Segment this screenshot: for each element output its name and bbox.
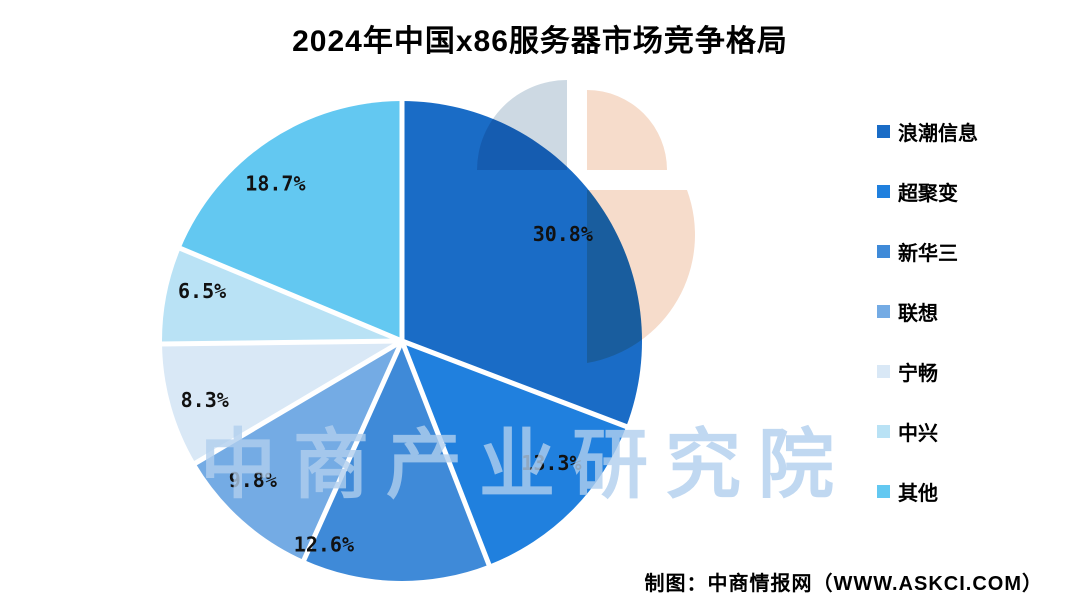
background-logo-decoration (477, 80, 695, 363)
pie-slice-6 (180, 101, 402, 341)
logo-quarter-top-left-icon (477, 80, 567, 170)
legend-swatch-icon (877, 124, 890, 138)
attribution: 制图：中商情报网（WWW.ASKCI.COM） (644, 573, 1043, 595)
pie-slice-5 (162, 248, 402, 345)
slice-separator-3 (300, 339, 405, 563)
legend-label-0: 浪潮信息 (898, 122, 978, 145)
slice-label-0: 30.8% (533, 222, 593, 246)
pie-slice-3 (195, 341, 402, 561)
slice-label-3: 9.8% (229, 468, 277, 492)
legend-item-3: 联想 (877, 300, 978, 325)
slice-separator-6 (177, 245, 403, 344)
legend-item-6: 其他 (877, 480, 978, 505)
logo-quarter-top-right-icon (587, 90, 667, 170)
slice-label-4: 8.3% (181, 388, 229, 412)
legend-label-3: 联想 (898, 302, 938, 325)
legend-item-5: 中兴 (877, 420, 978, 445)
legend-swatch-icon (877, 244, 890, 258)
legend-item-2: 新华三 (877, 240, 978, 265)
slice-separators (159, 99, 630, 568)
legend-item-1: 超聚变 (877, 180, 978, 205)
legend-label-2: 新华三 (898, 242, 958, 265)
legend: 浪潮信息超聚变新华三联想宁畅中兴其他 (877, 120, 978, 505)
legend-label-4: 宁畅 (898, 362, 938, 385)
legend-swatch-icon (877, 304, 890, 318)
slice-label-5: 6.5% (178, 279, 226, 303)
slice-separator-2 (399, 340, 493, 568)
slice-separator-1 (401, 338, 630, 430)
slice-label-1: 13.3% (521, 451, 581, 475)
legend-label-1: 超聚变 (898, 182, 958, 205)
pie-slice-2 (303, 341, 489, 582)
pie-slices (162, 101, 643, 582)
logo-bottom-segment-icon (587, 190, 695, 363)
pie-slice-1 (402, 341, 627, 565)
legend-swatch-icon (877, 184, 890, 198)
pie-slice-labels: 30.8% 13.3% 12.6% 9.8% 8.3% 6.5% 18.7% (178, 172, 593, 557)
slice-label-6: 18.7% (245, 172, 305, 196)
legend-item-0: 浪潮信息 (877, 120, 978, 145)
legend-swatch-icon (877, 424, 890, 438)
legend-item-4: 宁畅 (877, 360, 978, 385)
slice-separator-5 (159, 338, 403, 347)
slice-label-2: 12.6% (294, 533, 354, 557)
legend-label-6: 其他 (898, 482, 938, 505)
pie-slice-4 (162, 341, 402, 464)
legend-label-5: 中兴 (898, 422, 938, 445)
slice-separator-4 (192, 338, 404, 467)
legend-swatch-icon (877, 364, 890, 378)
pie-slice-0 (402, 101, 643, 427)
legend-swatch-icon (877, 484, 890, 498)
chart-title: 2024年中国x86服务器市场竞争格局 (292, 25, 788, 58)
